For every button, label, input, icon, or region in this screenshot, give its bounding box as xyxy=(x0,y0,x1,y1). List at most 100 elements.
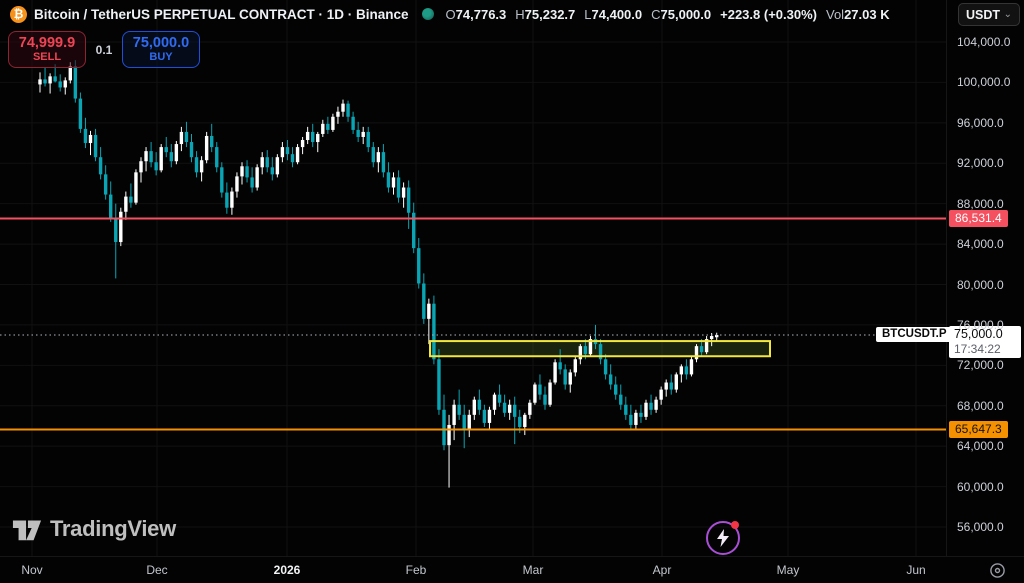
price-line-symbol-label[interactable]: BTCUSDT.P xyxy=(876,327,953,343)
candle-body xyxy=(467,414,471,430)
candle-body xyxy=(295,147,300,163)
candle-body xyxy=(371,147,375,163)
events-flash-button[interactable] xyxy=(706,521,740,555)
candle-body xyxy=(422,283,426,319)
candle-body xyxy=(386,172,391,188)
candle-body xyxy=(73,66,78,99)
last-price-label: 75,000.0 17:34:22 xyxy=(949,326,1021,359)
candle-body xyxy=(245,166,249,178)
range-box-border[interactable] xyxy=(429,340,771,358)
lightning-bolt-icon xyxy=(717,529,729,547)
candlestick-chart[interactable] xyxy=(0,0,946,556)
bar-countdown: 17:34:22 xyxy=(954,342,1001,357)
candle-body xyxy=(336,111,340,117)
price-tick-label: 100,000.0 xyxy=(957,75,1011,90)
price-tick-label: 56,000.0 xyxy=(957,520,1004,534)
candle-body xyxy=(78,98,83,129)
candle-body xyxy=(346,103,350,117)
candle-body xyxy=(68,66,72,81)
candle-body xyxy=(482,409,487,423)
candle-body xyxy=(326,123,330,130)
candle-body xyxy=(149,151,153,163)
sell-button[interactable]: 74,999.9 SELL xyxy=(8,31,86,68)
candle-body xyxy=(63,80,67,88)
currency-dropdown[interactable]: USDT ⌄ xyxy=(958,3,1020,26)
ohlc-item: O74,776.3 xyxy=(445,6,507,22)
candle-body xyxy=(573,359,577,373)
candle-body xyxy=(199,160,204,173)
price-tick-label: 68,000.0 xyxy=(957,398,1004,413)
candle-body xyxy=(53,76,57,82)
candle-body xyxy=(715,335,719,338)
candle-body xyxy=(492,394,497,410)
candle-body xyxy=(694,346,699,360)
market-status-icon xyxy=(421,8,434,20)
candle-body xyxy=(619,394,623,405)
candle-body xyxy=(699,346,704,353)
candle-body xyxy=(154,162,158,171)
price-tick-label: 72,000.0 xyxy=(957,358,1004,373)
candle-body xyxy=(48,76,52,84)
gear-icon[interactable] xyxy=(989,562,1006,579)
buy-label: BUY xyxy=(149,51,173,63)
candle-body xyxy=(401,187,406,198)
candle-body xyxy=(260,157,264,168)
tradingview-watermark-text: TradingView xyxy=(50,515,176,541)
last-price-value: 75,000.0 xyxy=(954,327,1003,342)
price-tick-label: 88,000.0 xyxy=(957,196,1004,211)
candle-body xyxy=(603,359,608,375)
time-axis[interactable]: Nov Dec 2026 Feb Mar Apr May Jun xyxy=(0,556,1024,583)
price-axis[interactable]: 75,000.0 17:34:22 104,000.0 100,000.0 96,0… xyxy=(946,0,1024,556)
notification-dot xyxy=(731,521,739,529)
sell-label: SELL xyxy=(32,51,62,63)
candle-body xyxy=(608,374,613,385)
candle-body xyxy=(275,157,280,175)
candle-body xyxy=(114,217,118,243)
candle-body xyxy=(356,129,360,137)
candle-body xyxy=(588,339,593,355)
candle-body xyxy=(568,372,572,385)
candle-body xyxy=(543,394,547,405)
candle-body xyxy=(280,147,285,158)
candle-body xyxy=(548,382,552,405)
candle-body xyxy=(230,191,234,208)
candle-body xyxy=(417,248,421,284)
candle-body xyxy=(381,152,386,173)
currency-dropdown-value: USDT xyxy=(966,7,1001,22)
candle-body xyxy=(689,359,694,375)
candle-body xyxy=(447,424,451,446)
time-tick-label: Nov xyxy=(21,563,43,577)
candle-body xyxy=(109,194,113,218)
candle-body xyxy=(285,147,290,155)
price-tick-label: 96,000.0 xyxy=(957,115,1004,130)
candle-body xyxy=(629,414,633,425)
candle-body xyxy=(331,116,335,130)
ohlc-readout: O74,776.3 H75,232.7 L74,400.0 C75,000.0 +223… xyxy=(446,7,890,22)
candle-body xyxy=(220,167,224,193)
candle-body xyxy=(487,409,492,423)
candle-body xyxy=(427,303,431,319)
candle-body xyxy=(250,177,254,188)
candle-body xyxy=(709,336,714,340)
candle-body xyxy=(497,394,502,403)
candle-body xyxy=(235,176,239,192)
time-tick-label: Dec xyxy=(146,563,168,577)
candle-body xyxy=(679,366,684,375)
buy-button[interactable]: 75,000.0 BUY xyxy=(122,31,200,68)
candle-body xyxy=(462,414,466,430)
tradingview-watermark[interactable]: TradingView xyxy=(12,515,176,542)
candle-body xyxy=(83,128,88,144)
candle-body xyxy=(38,79,42,85)
candle-body xyxy=(270,167,274,175)
symbol-title[interactable]: Bitcoin / TetherUS PERPETUAL CONTRACT · … xyxy=(34,6,409,22)
candle-body xyxy=(396,177,401,198)
candle-body xyxy=(513,404,517,417)
candle-body xyxy=(159,147,163,171)
price-tick-label: 60,000.0 xyxy=(957,479,1004,494)
candle-body xyxy=(452,404,456,425)
candle-body xyxy=(58,81,62,88)
candle-body xyxy=(204,135,209,161)
candle-body xyxy=(412,212,416,249)
tradingview-logo-icon xyxy=(12,520,42,541)
candle-body xyxy=(639,412,643,417)
